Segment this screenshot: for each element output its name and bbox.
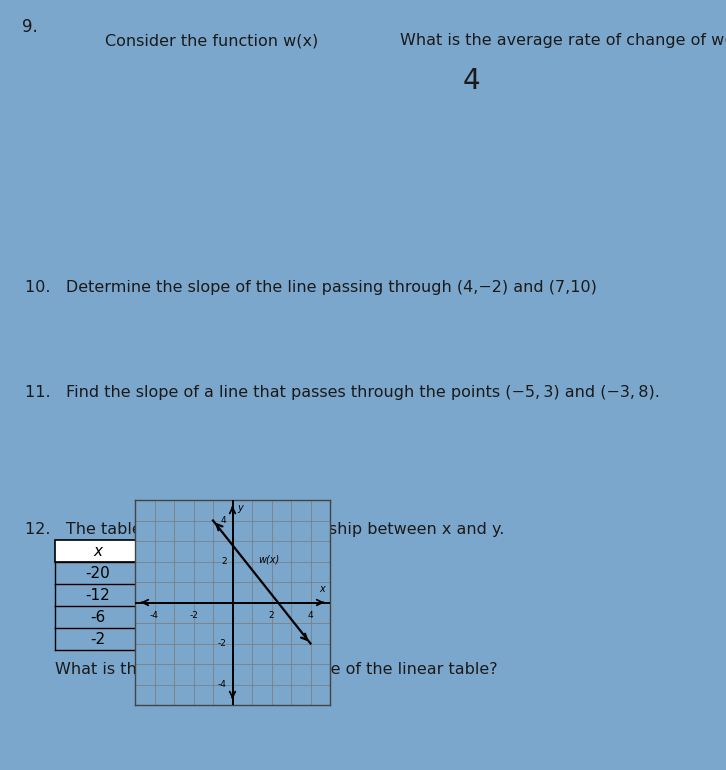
Text: 9.: 9. bbox=[22, 18, 38, 36]
Text: What is the average rate of change of the linear table?: What is the average rate of change of th… bbox=[55, 662, 497, 677]
Text: y: y bbox=[178, 544, 187, 558]
Text: 15: 15 bbox=[173, 631, 192, 647]
Text: Consider the function w(x): Consider the function w(x) bbox=[105, 33, 318, 48]
Text: 11.   Find the slope of a line that passes through the points (−5, 3) and (−3, 8: 11. Find the slope of a line that passes… bbox=[25, 385, 660, 400]
Bar bbox=[55, 540, 225, 562]
Text: 12.   The table shows a linear relationship between x and y.: 12. The table shows a linear relationshi… bbox=[25, 522, 505, 537]
Text: 4: 4 bbox=[463, 67, 481, 95]
Text: -2: -2 bbox=[218, 639, 227, 648]
Text: 10.   Determine the slope of the line passing through (4,−2) and (7,10): 10. Determine the slope of the line pass… bbox=[25, 280, 597, 295]
Text: -2: -2 bbox=[189, 611, 198, 620]
Text: -4: -4 bbox=[150, 611, 159, 620]
Text: -4: -4 bbox=[218, 680, 227, 689]
Text: x: x bbox=[319, 584, 325, 594]
Text: 2: 2 bbox=[221, 557, 227, 566]
Text: -2: -2 bbox=[90, 631, 105, 647]
Text: -6: -6 bbox=[90, 610, 105, 624]
Text: 2: 2 bbox=[269, 611, 274, 620]
Text: What is the average rate of change of w(x)?: What is the average rate of change of w(… bbox=[400, 33, 726, 48]
Text: -20: -20 bbox=[85, 565, 110, 581]
Text: 33: 33 bbox=[173, 610, 192, 624]
Text: 4: 4 bbox=[308, 611, 314, 620]
Text: y: y bbox=[237, 504, 243, 513]
Text: 96: 96 bbox=[173, 565, 192, 581]
Text: -12: -12 bbox=[85, 588, 110, 602]
Text: x: x bbox=[93, 544, 102, 558]
Text: 4: 4 bbox=[221, 516, 227, 525]
Text: 60: 60 bbox=[173, 588, 192, 602]
Text: w(x): w(x) bbox=[258, 554, 279, 564]
